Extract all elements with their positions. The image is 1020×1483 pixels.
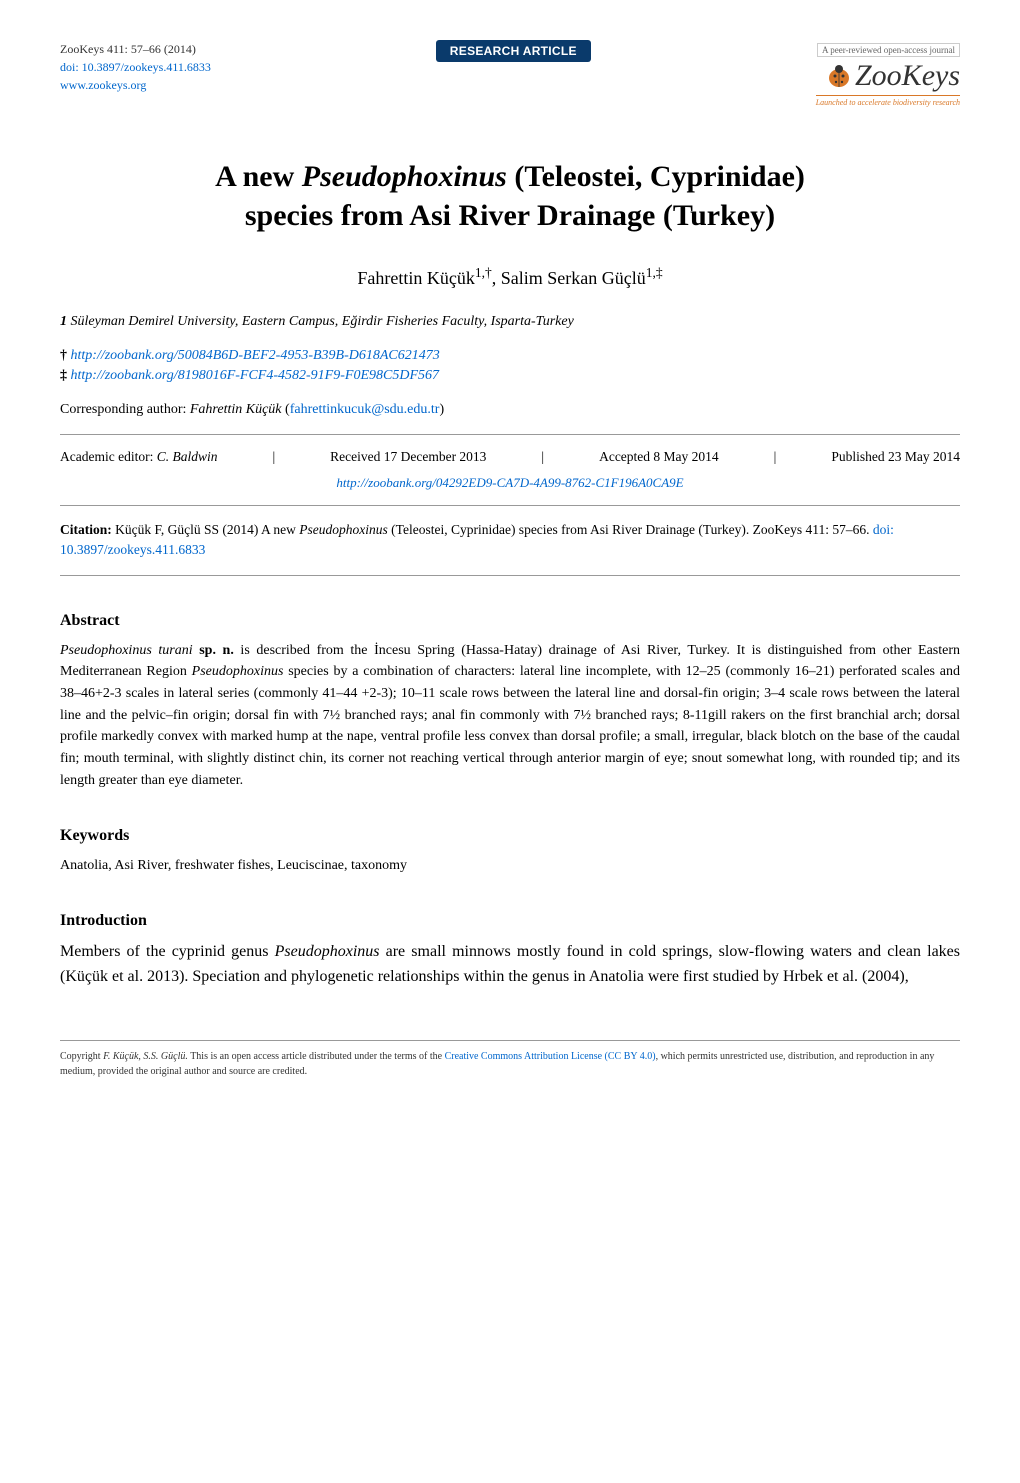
citation-pre: Küçük F, Güçlü SS (2014) A new: [115, 522, 299, 537]
editor-name: C. Baldwin: [157, 449, 218, 464]
affiliation: 1 Süleyman Demirel University, Eastern C…: [60, 314, 960, 330]
title-line2: species from Asi River Drainage (Turkey): [245, 199, 775, 232]
ddagger-marker: ‡: [60, 368, 67, 383]
authors: Fahrettin Küçük1,†, Salim Serkan Güçlü1,…: [60, 265, 960, 289]
citation: Citation: Küçük F, Güçlü SS (2014) A new…: [60, 520, 960, 561]
zoobank-article-link[interactable]: http://zoobank.org/04292ED9-CA7D-4A99-87…: [336, 475, 683, 490]
footer-divider: [60, 1040, 960, 1041]
keywords-heading: Keywords: [60, 827, 960, 845]
introduction-heading: Introduction: [60, 912, 960, 930]
affiliation-text: Süleyman Demirel University, Eastern Cam…: [67, 314, 574, 329]
abstract-text: Pseudophoxinus turani sp. n. is describe…: [60, 640, 960, 792]
editor-label: Academic editor:: [60, 449, 157, 464]
article-title: A new Pseudophoxinus (Teleostei, Cyprini…: [60, 157, 960, 235]
ladybug-icon: [825, 62, 853, 90]
zoobank-link-2[interactable]: http://zoobank.org/8198016F-FCF4-4582-91…: [71, 368, 440, 383]
article-type-badge: RESEARCH ARTICLE: [436, 40, 591, 62]
title-genus: Pseudophoxinus: [302, 160, 507, 193]
abstract-heading: Abstract: [60, 612, 960, 630]
footer-mid: This is an open access article distribut…: [188, 1051, 445, 1062]
separator: |: [774, 449, 777, 465]
corresponding-author: Corresponding author: Fahrettin Küçük (f…: [60, 402, 960, 418]
page-header: ZooKeys 411: 57–66 (2014) doi: 10.3897/z…: [60, 40, 960, 107]
zoobank-author-1: † http://zoobank.org/50084B6D-BEF2-4953-…: [60, 348, 960, 364]
keywords-text: Anatolia, Asi River, freshwater fishes, …: [60, 855, 960, 876]
received-date: Received 17 December 2013: [330, 449, 486, 465]
journal-logo: A peer-reviewed open-access journal ZooK…: [816, 40, 960, 107]
author-2: Salim Serkan Güçlü: [501, 268, 646, 288]
editorial-dates: Academic editor: C. Baldwin | Received 1…: [60, 449, 960, 465]
published-date: Published 23 May 2014: [831, 449, 960, 465]
header-meta: ZooKeys 411: 57–66 (2014) doi: 10.3897/z…: [60, 40, 211, 94]
zoobank-link-1[interactable]: http://zoobank.org/50084B6D-BEF2-4953-B3…: [71, 348, 440, 363]
logo-tagline-top: A peer-reviewed open-access journal: [817, 43, 960, 57]
divider: [60, 575, 960, 576]
divider: [60, 505, 960, 506]
zoobank-author-2: ‡ http://zoobank.org/8198016F-FCF4-4582-…: [60, 368, 960, 384]
zoobank-article: http://zoobank.org/04292ED9-CA7D-4A99-87…: [60, 475, 960, 491]
logo-wordmark: ZooKeys: [855, 59, 960, 93]
corresponding-label: Corresponding author:: [60, 402, 190, 417]
license-link[interactable]: Creative Commons Attribution License (CC…: [445, 1051, 656, 1062]
dagger-marker: †: [60, 348, 67, 363]
logo-text: ZooKeys: [816, 59, 960, 93]
footer-pre: Copyright: [60, 1051, 103, 1062]
website-link[interactable]: www.zookeys.org: [60, 78, 146, 92]
citation-post: (Teleostei, Cyprinidae) species from Asi…: [388, 522, 873, 537]
author-1: Fahrettin Küçük: [357, 268, 474, 288]
title-pre: A new: [215, 160, 302, 193]
corresponding-name: Fahrettin Küçük: [190, 402, 282, 417]
footer-authors: F. Küçük, S.S. Güçlü.: [103, 1051, 188, 1062]
title-post: (Teleostei, Cyprinidae): [507, 160, 805, 193]
accepted-date: Accepted 8 May 2014: [599, 449, 719, 465]
author-1-sup: 1,†: [475, 265, 492, 280]
separator: |: [272, 449, 275, 465]
citation-label: Citation:: [60, 522, 115, 537]
editor-segment: Academic editor: C. Baldwin: [60, 449, 217, 465]
copyright-footer: Copyright F. Küçük, S.S. Güçlü. This is …: [60, 1049, 960, 1079]
introduction-text: Members of the cyprinid genus Pseudophox…: [60, 940, 960, 990]
affiliation-marker: 1: [60, 314, 67, 329]
logo-tagline-bottom: Launched to accelerate biodiversity rese…: [816, 95, 960, 107]
corresponding-email[interactable]: fahrettinkucuk@sdu.edu.tr: [290, 402, 440, 417]
citation-genus: Pseudophoxinus: [299, 522, 388, 537]
journal-issue: ZooKeys 411: 57–66 (2014): [60, 40, 211, 58]
separator: |: [541, 449, 544, 465]
author-2-sup: 1,‡: [646, 265, 663, 280]
divider: [60, 434, 960, 435]
doi-link[interactable]: doi: 10.3897/zookeys.411.6833: [60, 60, 211, 74]
